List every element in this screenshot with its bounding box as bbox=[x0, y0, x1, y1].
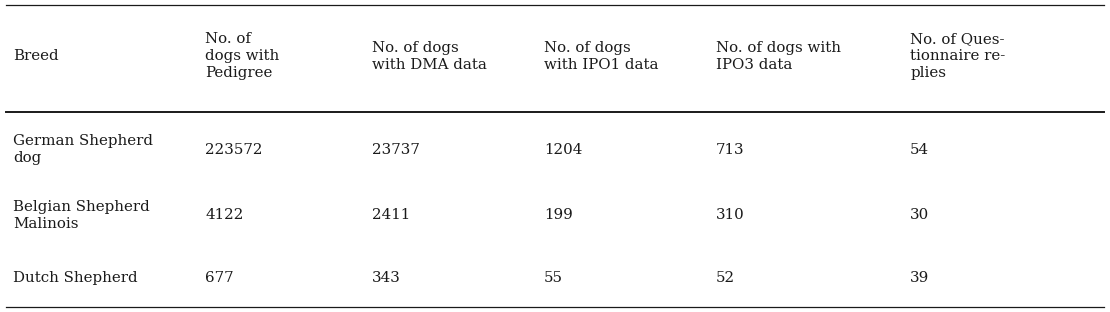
Text: 713: 713 bbox=[716, 143, 745, 157]
Text: 343: 343 bbox=[372, 271, 401, 285]
Text: 30: 30 bbox=[910, 208, 929, 222]
Text: No. of dogs
with DMA data: No. of dogs with DMA data bbox=[372, 41, 486, 71]
Text: 2411: 2411 bbox=[372, 208, 410, 222]
Text: 52: 52 bbox=[716, 271, 735, 285]
Text: 223572: 223572 bbox=[205, 143, 263, 157]
Text: 54: 54 bbox=[910, 143, 929, 157]
Text: No. of dogs
with IPO1 data: No. of dogs with IPO1 data bbox=[544, 41, 658, 71]
Text: 677: 677 bbox=[205, 271, 234, 285]
Text: 55: 55 bbox=[544, 271, 563, 285]
Text: German Shepherd
dog: German Shepherd dog bbox=[13, 134, 153, 165]
Text: Belgian Shepherd
Malinois: Belgian Shepherd Malinois bbox=[13, 200, 150, 231]
Text: No. of
dogs with
Pedigree: No. of dogs with Pedigree bbox=[205, 32, 280, 80]
Text: Breed: Breed bbox=[13, 49, 59, 63]
Text: 4122: 4122 bbox=[205, 208, 244, 222]
Text: No. of Ques-
tionnaire re-
plies: No. of Ques- tionnaire re- plies bbox=[910, 32, 1006, 80]
Text: 199: 199 bbox=[544, 208, 573, 222]
Text: 39: 39 bbox=[910, 271, 929, 285]
Text: 1204: 1204 bbox=[544, 143, 583, 157]
Text: 23737: 23737 bbox=[372, 143, 420, 157]
Text: No. of dogs with
IPO3 data: No. of dogs with IPO3 data bbox=[716, 41, 841, 71]
Text: Dutch Shepherd: Dutch Shepherd bbox=[13, 271, 138, 285]
Text: 310: 310 bbox=[716, 208, 745, 222]
